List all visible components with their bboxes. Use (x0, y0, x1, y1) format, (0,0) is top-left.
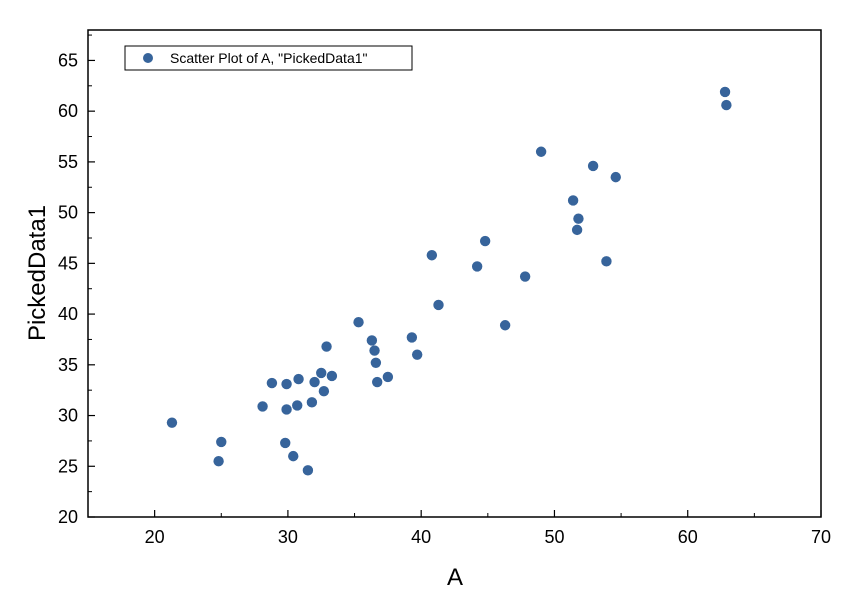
data-point (318, 385, 330, 397)
data-point (535, 146, 547, 157)
y-axis-title: PickedData1 (24, 205, 51, 341)
y-tick-label: 35 (58, 355, 78, 375)
data-point (292, 400, 303, 411)
data-point (721, 99, 732, 111)
data-point (433, 299, 444, 311)
data-point (309, 376, 320, 388)
x-tick-label: 50 (544, 527, 564, 547)
y-tick-label: 50 (58, 203, 78, 223)
legend-label: Scatter Plot of A, "PickedData1" (170, 50, 368, 66)
data-point (587, 160, 599, 172)
y-tick-label: 65 (58, 50, 78, 70)
y-tick-label: 20 (58, 507, 78, 527)
data-point (280, 437, 291, 449)
y-tick-label: 40 (58, 304, 78, 324)
data-point (479, 235, 491, 247)
data-point (366, 335, 378, 346)
data-point (567, 195, 579, 206)
x-tick-label: 60 (678, 527, 698, 547)
data-point (499, 320, 511, 331)
legend-box (124, 45, 413, 71)
y-tick-label: 30 (58, 406, 78, 426)
data-point (571, 224, 583, 236)
y-tick-label: 60 (58, 101, 78, 121)
data-point (573, 213, 584, 224)
data-point (369, 345, 380, 356)
data-point (471, 261, 483, 272)
y-tick-label: 55 (58, 152, 78, 172)
data-point (266, 377, 278, 389)
x-tick-label: 70 (811, 527, 831, 547)
data-point (426, 250, 438, 261)
data-point (353, 317, 364, 328)
data-point (411, 349, 423, 360)
data-point (281, 404, 292, 415)
x-axis-title: A (447, 564, 463, 591)
data-point (601, 256, 612, 267)
x-tick-label: 40 (411, 527, 431, 547)
data-point (288, 450, 299, 462)
y-tick-label: 25 (58, 456, 78, 476)
data-point (326, 370, 338, 382)
data-point (610, 171, 621, 183)
data-point (293, 373, 304, 385)
x-tick-label: 30 (278, 527, 298, 547)
data-point (370, 357, 382, 368)
data-points (166, 86, 732, 476)
data-point (216, 436, 227, 448)
legend-marker (143, 53, 153, 63)
x-tick-label: 20 (145, 527, 165, 547)
data-point (281, 378, 292, 390)
data-point (372, 376, 383, 388)
data-point (257, 401, 268, 412)
axis-tick-labels: 20 30 40 50 60 70 20 25 30 35 40 45 50 55 60 65 (58, 50, 831, 547)
data-point (406, 332, 418, 343)
axis-ticks (87, 34, 822, 518)
data-point (719, 86, 731, 98)
data-point (166, 417, 178, 428)
data-point (519, 271, 531, 282)
legend: Scatter Plot of A, "PickedData1" (124, 45, 413, 71)
data-point (321, 341, 332, 352)
data-point (213, 455, 224, 467)
plot-frame (87, 29, 822, 518)
data-point (302, 465, 314, 476)
data-point (382, 371, 394, 383)
data-point (316, 367, 327, 379)
data-point (306, 397, 318, 408)
y-tick-label: 45 (58, 253, 78, 273)
